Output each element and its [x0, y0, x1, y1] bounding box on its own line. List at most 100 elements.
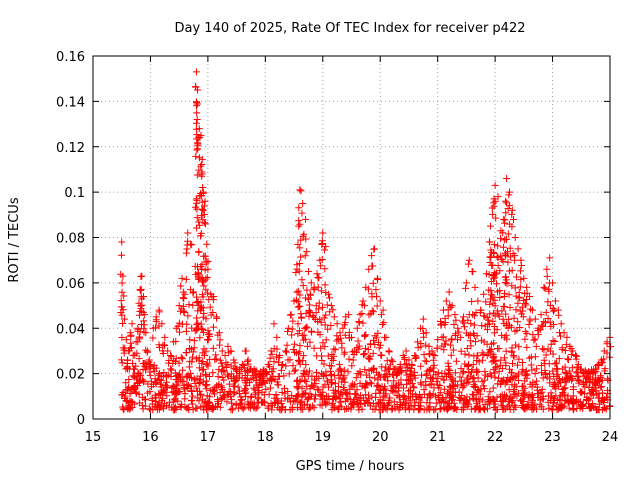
data-point-fill [222, 363, 230, 371]
baseline-point [232, 377, 240, 385]
baseline-point [301, 401, 309, 409]
baseline-point [137, 372, 145, 380]
baseline-point [593, 406, 601, 414]
data-point-fill [209, 309, 217, 317]
data-point-fill [541, 284, 549, 292]
baseline-point [457, 394, 465, 402]
baseline-point [381, 401, 389, 409]
data-point-fill [492, 364, 500, 372]
baseline-point [197, 390, 205, 398]
data-point-fill [294, 240, 302, 248]
baseline-point [422, 371, 430, 379]
data-point-fill [499, 243, 507, 251]
baseline-point [230, 382, 238, 390]
baseline-point [521, 377, 529, 385]
baseline-point [530, 405, 538, 413]
data-point-fill [200, 351, 208, 359]
baseline-point [467, 372, 475, 380]
data-point-fill [185, 363, 193, 371]
data-point-fill [373, 292, 381, 300]
baseline-point [578, 401, 586, 409]
data-point-fill [303, 342, 311, 350]
data-point-fill [532, 342, 540, 350]
baseline-point [433, 378, 441, 386]
data-point-fill [241, 364, 249, 372]
data-point-fill [359, 319, 367, 327]
data-point-fill [189, 301, 197, 309]
data-point-fill [202, 220, 210, 228]
baseline-point [422, 382, 430, 390]
data-point-fill [212, 355, 220, 363]
data-point-fill [296, 244, 304, 252]
baseline-point [255, 399, 263, 407]
data-point-fill [180, 308, 188, 316]
baseline-point [478, 378, 486, 386]
data-point [121, 315, 129, 323]
baseline-point [428, 380, 436, 388]
baseline-point [561, 384, 569, 392]
x-tick-label: 19 [315, 430, 332, 445]
baseline-point [311, 395, 319, 403]
baseline-point [214, 373, 222, 381]
data-point-fill [300, 230, 308, 238]
data-point-fill [286, 356, 294, 364]
data-point-fill [508, 359, 516, 367]
data-point-fill [385, 348, 393, 356]
data-point-fill [368, 307, 376, 315]
data-point-fill [526, 317, 534, 325]
data-point-fill [508, 223, 516, 231]
baseline-point [315, 386, 323, 394]
baseline-point [366, 402, 374, 410]
data-point-fill [512, 306, 520, 314]
baseline-point [517, 397, 525, 405]
data-point-fill [227, 347, 235, 355]
data-point-fill [329, 306, 337, 314]
data-point-fill [506, 244, 514, 252]
baseline-point [235, 387, 243, 395]
baseline-point [314, 385, 322, 393]
baseline-point [384, 400, 392, 408]
baseline-point [454, 381, 462, 389]
data-point-fill [301, 252, 309, 260]
data-point-fill [482, 298, 490, 306]
baseline-point [295, 383, 303, 391]
data-point-fill [118, 311, 126, 319]
data-point-fill [193, 135, 201, 143]
data-point-fill [354, 337, 362, 345]
data-point-fill [486, 238, 494, 246]
baseline-point [136, 370, 144, 378]
data-point-fill [329, 357, 337, 365]
baseline-point [142, 396, 150, 404]
baseline-point [119, 405, 127, 413]
data-point-fill [542, 308, 550, 316]
data-point-fill [196, 221, 204, 229]
data-point-fill [369, 349, 377, 357]
data-point [348, 333, 355, 341]
data-point [203, 240, 211, 248]
data-point-fill [400, 354, 408, 362]
baseline-point [298, 393, 306, 401]
data-point-fill [440, 333, 448, 341]
data-point-fill [132, 362, 140, 370]
baseline-point [338, 390, 346, 398]
data-point [201, 197, 209, 205]
baseline-point [557, 402, 565, 410]
data-point [118, 238, 126, 246]
baseline-point [223, 398, 231, 406]
data-point-fill [540, 356, 548, 364]
data-point [460, 313, 468, 321]
data-point-fill [204, 335, 212, 343]
baseline-point [183, 372, 191, 380]
data-point-fill [202, 315, 210, 323]
data-point-fill [502, 235, 510, 243]
y-tick-label: 0.1 [64, 186, 85, 201]
baseline-point [365, 367, 373, 375]
data-point [569, 347, 577, 355]
y-tick-label: 0.04 [56, 322, 85, 337]
data-point-fill [514, 299, 522, 307]
data-point-fill [306, 290, 314, 298]
baseline-point [490, 404, 498, 412]
data-point-fill [555, 311, 563, 319]
grid [93, 56, 610, 419]
baseline-point [416, 405, 424, 413]
